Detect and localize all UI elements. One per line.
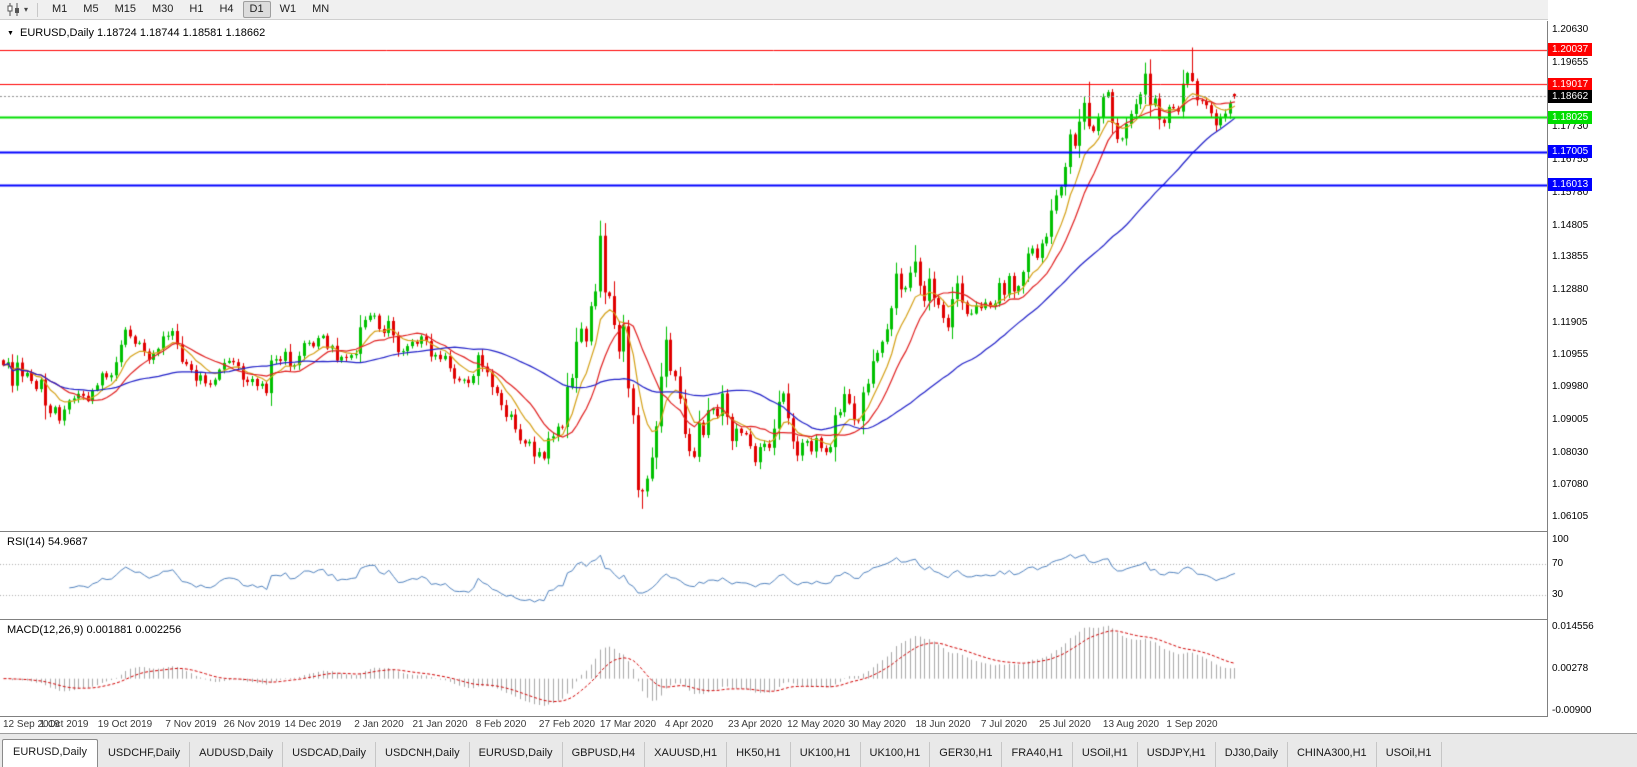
macd-panel-canvas[interactable] (0, 620, 1547, 716)
price-axis[interactable]: 1.206301.196551.186801.177301.167551.157… (1548, 0, 1637, 733)
date-label: 21 Jan 2020 (412, 719, 468, 730)
rsi-tick-label: 30 (1552, 589, 1564, 600)
price-tick-label: 1.12880 (1552, 284, 1589, 295)
chart-tab-8-hk50-h1[interactable]: HK50,H1 (727, 742, 791, 767)
date-label: 18 Jun 2020 (915, 719, 971, 730)
date-label: 19 Oct 2019 (97, 719, 153, 730)
date-label: 12 Sep 2019 (3, 719, 60, 730)
timeframe-button-m1[interactable]: M1 (52, 3, 68, 15)
chart-tab-16-china300-h1[interactable]: CHINA300,H1 (1288, 742, 1377, 767)
date-label: 25 Jul 2020 (1039, 719, 1091, 730)
macd-tick-label: -0.00900 (1552, 705, 1592, 716)
chart-tab-10-uk100-h1[interactable]: UK100,H1 (861, 742, 931, 767)
rsi-tick-label: 100 (1552, 534, 1569, 545)
timeframe-button-d1[interactable]: D1 (242, 1, 271, 18)
date-label: 1 Sep 2020 (1166, 719, 1218, 730)
date-label: 1 Oct 2019 (39, 719, 89, 730)
rsi-indicator-label: RSI(14) 54.9687 (7, 536, 88, 548)
chart-tabs-bar: EURUSD,Daily USDCHF,Daily AUDUSD,Daily USDC… (0, 733, 1637, 767)
hline-price-tag: 1.20037 (1548, 43, 1593, 56)
chart-tab-3-usdcad-daily[interactable]: USDCAD,Daily (283, 742, 377, 767)
timeframe-button-m5[interactable]: M5 (83, 3, 99, 15)
price-tick-label: 1.07080 (1552, 479, 1589, 490)
price-tick-label: 1.10955 (1552, 349, 1589, 360)
timeframe-button-h1[interactable]: H1 (189, 3, 204, 15)
chart-tab-4-usdcnh-daily[interactable]: USDCNH,Daily (376, 742, 470, 767)
price-tick-label: 1.16755 (1552, 154, 1589, 165)
timeframe-button-m15[interactable]: M15 (114, 3, 136, 15)
hline-price-tag: 1.18025 (1548, 111, 1593, 124)
rsi-tick-label: 70 (1552, 558, 1564, 569)
chart-tab-7-xauusd-h1[interactable]: XAUUSD,H1 (645, 742, 728, 767)
date-label: 4 Apr 2020 (664, 719, 714, 730)
price-tick-label: 1.19655 (1552, 57, 1589, 68)
panel-divider (0, 531, 1637, 532)
chart-tab-17-usoil-h1[interactable]: USOil,H1 (1377, 742, 1442, 767)
timeframe-button-w1[interactable]: W1 (279, 3, 297, 15)
price-tick-label: 1.06105 (1552, 511, 1589, 522)
price-tick-label: 1.15780 (1552, 187, 1589, 198)
date-label: 8 Feb 2020 (475, 719, 527, 730)
price-tick-label: 1.09980 (1552, 381, 1589, 392)
hline-price-tag: 1.17005 (1548, 145, 1593, 158)
timeframe-button-m30[interactable]: M30 (151, 3, 174, 15)
chart-tab-0-eurusd-daily[interactable]: EURUSD,Daily (2, 739, 98, 767)
panel-divider (0, 716, 1637, 717)
price-axis-border (1547, 21, 1548, 716)
hline-price-tag: 1.16013 (1548, 178, 1593, 191)
price-tick-label: 1.13855 (1552, 251, 1589, 262)
macd-tick-label: 0.00278 (1552, 663, 1589, 674)
chart-tab-6-gbpusd-h4[interactable]: GBPUSD,H4 (563, 742, 646, 767)
chart-tab-14-usdjpy-h1[interactable]: USDJPY,H1 (1138, 742, 1216, 767)
date-label: 30 May 2020 (848, 719, 906, 730)
hline-price-tag: 1.19017 (1548, 78, 1593, 91)
panel-divider (0, 619, 1637, 620)
price-tick-label: 1.08030 (1552, 447, 1589, 458)
date-label: 7 Nov 2019 (165, 719, 217, 730)
chart-tab-15-dj30-daily[interactable]: DJ30,Daily (1216, 742, 1288, 767)
date-label: 12 May 2020 (787, 719, 845, 730)
bid-price-tag: 1.18662 (1548, 90, 1593, 103)
date-label: 14 Dec 2019 (284, 719, 342, 730)
timeframe-buttons: M1 M5 M15 M30 H1 H4 D1 W1 MN (44, 1, 337, 18)
time-axis[interactable]: 12 Sep 2019 1 Oct 2019 19 Oct 2019 7 Nov 20… (0, 717, 1547, 733)
chart-tab-13-usoil-h1[interactable]: USOil,H1 (1073, 742, 1138, 767)
date-label: 23 Apr 2020 (728, 719, 782, 730)
main-chart-canvas[interactable] (0, 21, 1547, 531)
chart-tab-12-fra40-h1[interactable]: FRA40,H1 (1002, 742, 1073, 767)
chart-tab-9-uk100-h1[interactable]: UK100,H1 (791, 742, 861, 767)
chart-ohlc-header: ▼ EURUSD,Daily 1.18724 1.18744 1.18581 1… (7, 27, 265, 39)
candlestick-chart-icon[interactable] (5, 2, 23, 18)
date-label: 27 Feb 2020 (538, 719, 596, 730)
macd-indicator-label: MACD(12,26,9) 0.001881 0.002256 (7, 624, 182, 636)
chart-tab-1-usdchf-daily[interactable]: USDCHF,Daily (99, 742, 191, 767)
chart-tab-2-audusd-daily[interactable]: AUDUSD,Daily (190, 742, 284, 767)
chart-title-ohlc: EURUSD,Daily 1.18724 1.18744 1.18581 1.1… (20, 27, 266, 39)
date-label: 13 Aug 2020 (1102, 719, 1160, 730)
chart-tab-5-eurusd-daily[interactable]: EURUSD,Daily (470, 742, 563, 767)
date-label: 17 Mar 2020 (599, 719, 657, 730)
chart-type-dropdown-icon[interactable]: ▾ (24, 5, 29, 14)
price-tick-label: 1.14805 (1552, 220, 1589, 231)
toolbar-separator (37, 2, 38, 17)
date-label: 2 Jan 2020 (354, 719, 404, 730)
macd-tick-label: 0.014556 (1552, 621, 1594, 632)
price-tick-label: 1.20630 (1552, 24, 1589, 35)
date-label: 26 Nov 2019 (223, 719, 281, 730)
price-tick-label: 1.11905 (1552, 317, 1588, 328)
chart-tab-11-ger30-h1[interactable]: GER30,H1 (930, 742, 1003, 767)
timeframe-button-h4[interactable]: H4 (219, 3, 234, 15)
collapse-triangle-icon: ▼ (7, 30, 14, 37)
date-label: 7 Jul 2020 (980, 719, 1028, 730)
price-tick-label: 1.17730 (1552, 121, 1589, 132)
timeframe-button-mn[interactable]: MN (312, 3, 330, 15)
price-tick-label: 1.09005 (1552, 414, 1589, 425)
timeframe-toolbar: ▾ M1 M5 M15 M30 H1 H4 D1 W1 MN (0, 0, 1637, 20)
rsi-panel-canvas[interactable] (0, 532, 1547, 619)
